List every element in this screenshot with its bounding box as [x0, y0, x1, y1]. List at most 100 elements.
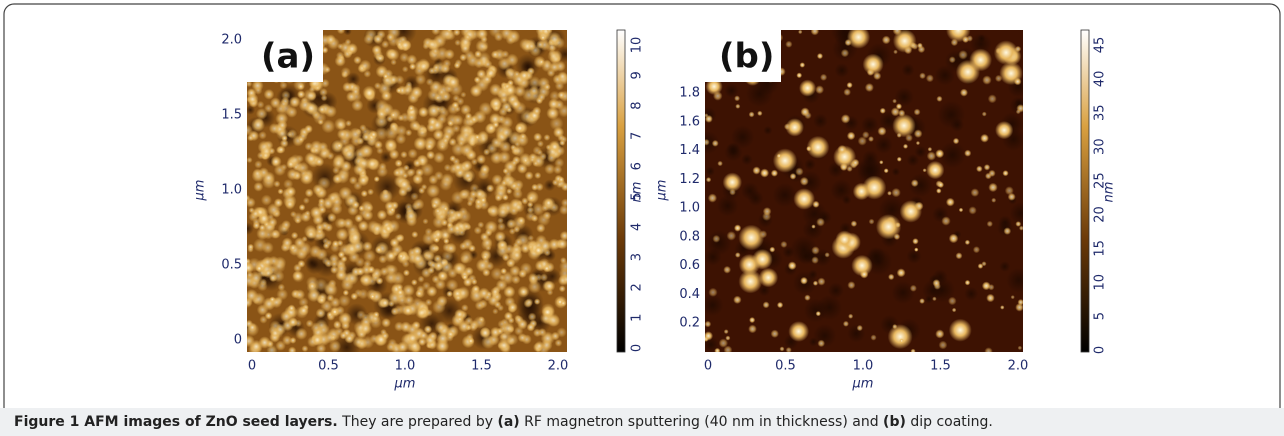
afm-grain — [846, 82, 853, 89]
afm-grain — [896, 132, 902, 138]
afm-grain — [454, 39, 462, 47]
afm-grain — [738, 269, 763, 294]
afm-grain — [780, 240, 788, 248]
x-axis-label: μm — [852, 377, 874, 392]
figure-panels: (a)0 0.5 1.0 1.5 2.0μm00.51.01.52.0μm0123456… — [3, 3, 1281, 425]
afm-grain — [305, 229, 317, 240]
afm-grain — [424, 227, 433, 236]
caption-text: dip coating. — [905, 414, 993, 430]
afm-pit — [998, 215, 1013, 230]
afm-grain — [983, 164, 991, 171]
afm-grain — [806, 135, 830, 159]
afm-grain — [465, 176, 473, 183]
afm-grain — [297, 82, 305, 91]
afm-grain — [489, 96, 503, 111]
afm-grain — [506, 188, 513, 195]
afm-grain — [262, 171, 276, 185]
x-tick-label: 1.5 — [930, 359, 951, 374]
afm-grain — [345, 120, 352, 127]
afm-grain — [474, 300, 485, 311]
afm-grain — [446, 334, 454, 342]
afm-grain — [499, 140, 512, 153]
colorbar-tick-label: 1 — [630, 314, 645, 322]
afm-grain — [361, 132, 371, 142]
afm-grain — [502, 167, 509, 175]
afm-grain — [304, 101, 318, 115]
colorbar-tick-label: 2 — [630, 283, 645, 291]
afm-grain — [800, 276, 808, 285]
afm-grain — [986, 220, 993, 228]
afm-grain — [255, 108, 268, 120]
afm-grain — [842, 320, 849, 327]
afm-grain — [536, 140, 544, 148]
x-tick-label: 1.0 — [395, 359, 416, 374]
afm-grain — [816, 217, 825, 227]
afm-grain — [913, 129, 923, 138]
afm-grain — [425, 298, 433, 306]
afm-pit — [804, 158, 816, 171]
afm-grain — [899, 338, 905, 344]
afm-grain — [512, 184, 522, 194]
afm-grain — [363, 259, 372, 269]
y-tick-label: 1.0 — [221, 183, 242, 198]
afm-grain — [374, 99, 389, 114]
afm-pit — [304, 255, 319, 270]
afm-grain — [553, 165, 563, 175]
label-box — [247, 28, 323, 82]
afm-grain — [406, 331, 420, 345]
afm-grain — [263, 88, 275, 100]
y-tick-label: 1.6 — [679, 114, 700, 129]
afm-grain — [514, 315, 524, 325]
afm-grain — [862, 53, 884, 75]
afm-grain — [932, 296, 937, 302]
afm-grain — [539, 34, 547, 41]
afm-grain — [772, 148, 798, 173]
afm-grain — [717, 160, 723, 167]
afm-grain — [518, 70, 530, 81]
afm-grain — [905, 134, 913, 142]
afm-grain — [509, 265, 521, 277]
y-tick-label: 0.2 — [679, 316, 700, 331]
afm-grain — [478, 316, 485, 323]
afm-grain — [479, 164, 490, 175]
afm-grain — [459, 250, 474, 264]
afm-grain — [503, 83, 517, 97]
afm-grain — [247, 262, 254, 274]
afm-pit — [914, 145, 927, 158]
colorbar-tick-label: 20 — [1093, 206, 1108, 223]
colorbar — [616, 29, 626, 353]
afm-grain — [309, 245, 322, 258]
afm-grain — [320, 94, 328, 102]
afm-pit — [906, 248, 922, 264]
afm-grain — [538, 258, 550, 269]
afm-grain — [259, 315, 268, 324]
afm-grain — [281, 237, 293, 249]
afm-grain — [319, 87, 328, 97]
afm-grain — [461, 273, 469, 281]
afm-grain — [321, 119, 336, 134]
afm-pit — [797, 247, 815, 265]
afm-grain — [253, 181, 264, 192]
afm-grain — [429, 260, 438, 270]
afm-grain — [547, 50, 560, 63]
afm-grain — [498, 107, 508, 117]
afm-grain — [269, 296, 276, 303]
afm-grain — [497, 319, 506, 329]
afm-grain — [955, 252, 963, 260]
afm-grain — [312, 214, 324, 226]
afm-grain — [260, 194, 273, 206]
afm-grain — [315, 308, 326, 319]
afm-grain — [460, 143, 474, 157]
afm-grain — [426, 150, 436, 160]
afm-grain — [483, 293, 492, 302]
afm-grain — [517, 333, 527, 343]
afm-grain — [516, 216, 526, 225]
afm-grain — [524, 171, 534, 181]
afm-grain — [402, 85, 413, 96]
colorbar-tick-label: 4 — [630, 223, 645, 231]
afm-grain — [785, 40, 793, 48]
y-tick-label: 2.0 — [221, 33, 242, 48]
colorbar-tick-label: 5 — [1093, 312, 1108, 320]
afm-grain — [353, 181, 363, 191]
afm-grain — [959, 88, 968, 97]
